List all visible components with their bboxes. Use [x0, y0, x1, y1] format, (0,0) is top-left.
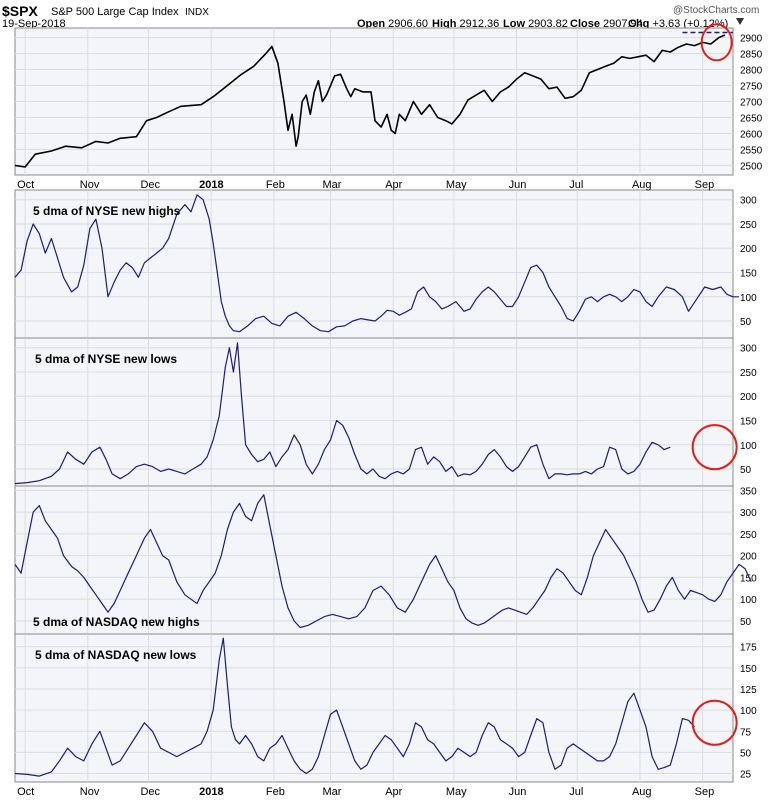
panel-label: 5 dma of NYSE new lows [35, 352, 177, 366]
x-tick-label: Jun [509, 179, 527, 191]
high-label: High [432, 18, 460, 30]
x-tick-label: May [446, 786, 467, 798]
panel-label: 5 dma of NYSE new highs [33, 204, 181, 218]
y-tick-label: 175 [740, 643, 757, 654]
index-name: S&P 500 Large Cap Index [51, 6, 179, 18]
watermark: @StockCharts.com [673, 5, 759, 16]
panel-4: 50 100 150 200 250 300 350 5 dma of NASDAQ new … [14, 485, 757, 635]
y-tick-label: 200 [740, 552, 757, 563]
x-tick-label: Nov [80, 179, 100, 191]
y-tick-label: 50 [740, 748, 752, 759]
panel-frame [14, 633, 734, 783]
y-tick-label: 2600 [740, 129, 763, 140]
y-tick-label: 350 [740, 486, 757, 497]
low-label: Low [503, 18, 528, 30]
y-tick-label: 2500 [740, 161, 763, 172]
y-tick-label: 300 [740, 196, 757, 207]
open-label: Open [357, 18, 388, 30]
low-quote: Low 2903.82 [503, 18, 568, 30]
y-tick-label: 100 [740, 595, 757, 606]
panel-label: 5 dma of NASDAQ new lows [35, 648, 197, 662]
y-tick-label: 150 [740, 268, 757, 279]
y-tick-label: 75 [740, 727, 752, 738]
panel-2: 50 100 150 200 250 300 5 dma of NYSE new highs [14, 189, 757, 339]
close-value: 2907.94 [603, 18, 643, 30]
y-tick-label: 300 [740, 508, 757, 519]
y-tick-label: 150 [740, 664, 757, 675]
panel-label: 5 dma of NASDAQ new highs [33, 615, 200, 629]
x-tick-label: Sep [695, 179, 715, 191]
y-tick-label: 125 [740, 685, 757, 696]
x-tick-label: May [446, 179, 467, 191]
y-tick-label: 100 [740, 441, 757, 452]
y-tick-label: 2750 [740, 82, 763, 93]
series-line [14, 342, 671, 485]
close-quote: Close 2907.94 [570, 18, 643, 30]
y-tick-label: 2900 [740, 34, 763, 45]
x-tick-label: Sep [695, 786, 715, 798]
x-tick-label: Apr [385, 786, 402, 798]
series-line [14, 34, 726, 168]
panel-frame [14, 189, 734, 339]
y-tick-label: 2550 [740, 145, 763, 156]
panel-3: 50 100 150 200 250 300 5 dma of NYSE new lows [14, 337, 757, 487]
x-tick-label: Oct [17, 179, 34, 191]
y-tick-label: 200 [740, 244, 757, 255]
x-tick-label: Jul [569, 786, 583, 798]
y-tick-label: 150 [740, 416, 757, 427]
open-value: 2906.60 [388, 18, 428, 30]
open-quote: Open 2906.60 [357, 18, 428, 30]
x-tick-label: Nov [80, 786, 100, 798]
panel-5: 25 50 75 100 125 150 175 5 dma of NASDAQ new lo… [14, 633, 757, 783]
x-tick-label: Mar [323, 179, 342, 191]
x-tick-label: Feb [266, 179, 285, 191]
y-tick-label: 100 [740, 706, 757, 717]
exchange-label: INDX [185, 7, 209, 18]
low-value: 2903.82 [528, 18, 568, 30]
chg-label: Chg [628, 18, 652, 30]
panel-1: 2500 2550 2600 2650 2700 2750 2800 2850 2900 [14, 23, 763, 176]
high-value: 2912.36 [460, 18, 500, 30]
x-tick-label: Aug [632, 786, 652, 798]
y-tick-label: 2650 [740, 113, 763, 124]
x-tick-label: Feb [266, 786, 285, 798]
y-tick-label: 150 [740, 573, 757, 584]
date-label: 19-Sep-2018 [2, 18, 66, 30]
y-tick-label: 100 [740, 293, 757, 304]
highlight-circle [691, 699, 738, 746]
y-tick-label: 200 [740, 392, 757, 403]
y-tick-label: 25 [740, 770, 752, 781]
x-tick-label: 2018 [199, 179, 223, 191]
y-tick-label: 2700 [740, 98, 763, 109]
x-tick-label: Jun [509, 786, 527, 798]
x-tick-label: Aug [632, 179, 652, 191]
triangle-down-icon [736, 18, 744, 25]
y-tick-label: 250 [740, 368, 757, 379]
y-tick-label: 50 [740, 317, 752, 328]
y-tick-label: 2800 [740, 66, 763, 77]
y-tick-label: 300 [740, 344, 757, 355]
x-tick-label: 2018 [199, 786, 223, 798]
series-line [14, 194, 740, 333]
series-line [14, 494, 752, 629]
x-tick-label: Mar [323, 786, 342, 798]
series-line [14, 637, 696, 777]
highlight-circle [700, 23, 733, 62]
ticker-symbol: $SPX [2, 3, 38, 19]
y-tick-label: 250 [740, 530, 757, 541]
highlight-circle [691, 424, 738, 471]
x-tick-label: Dec [140, 786, 160, 798]
y-tick-label: 50 [740, 465, 752, 476]
x-tick-label: Apr [385, 179, 402, 191]
close-label: Close [570, 18, 603, 30]
high-quote: High 2912.36 [432, 18, 499, 30]
y-tick-label: 2850 [740, 50, 763, 61]
y-tick-label: 250 [740, 220, 757, 231]
x-tick-label: Dec [140, 179, 160, 191]
x-tick-label: Jul [569, 179, 583, 191]
x-tick-label: Oct [17, 786, 34, 798]
y-tick-label: 50 [740, 617, 752, 628]
